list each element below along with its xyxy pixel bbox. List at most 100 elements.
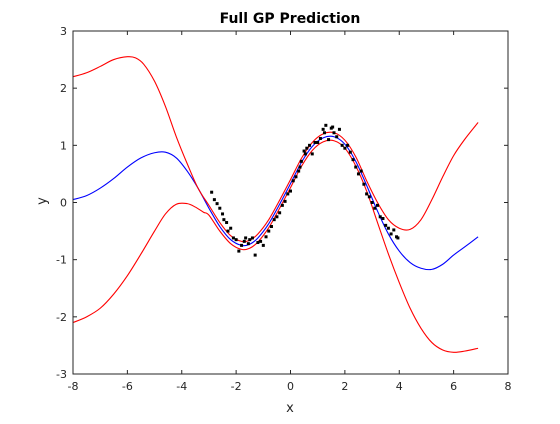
x-tick-label: 2 (341, 380, 348, 393)
data-point (378, 215, 382, 219)
data-point (303, 152, 307, 156)
data-point (242, 239, 246, 243)
data-point (354, 165, 358, 169)
y-tick-label: -1 (56, 254, 67, 267)
data-point (298, 165, 302, 169)
x-tick-label: 0 (287, 380, 294, 393)
series-line-upper-bound (72, 56, 479, 243)
data-point (237, 249, 241, 253)
chart-title: Full GP Prediction (220, 11, 361, 27)
data-point (215, 202, 219, 206)
data-point (396, 236, 400, 240)
y-tick-label: -2 (56, 311, 67, 324)
data-point (340, 143, 344, 147)
x-tick-label: 6 (450, 380, 457, 393)
data-point (226, 229, 230, 233)
data-point (351, 158, 355, 162)
x-tick-label: -2 (231, 380, 242, 393)
data-point (297, 169, 301, 173)
series-line-lower-bound (72, 139, 479, 353)
data-point (280, 203, 284, 207)
x-tick-label: -4 (176, 380, 187, 393)
y-axis-label: y (35, 197, 50, 205)
data-point (389, 232, 393, 236)
data-point (348, 150, 352, 154)
data-point (210, 190, 214, 194)
series-lines (72, 56, 479, 353)
data-point (278, 211, 282, 215)
data-point (302, 149, 306, 153)
data-point (373, 206, 377, 210)
data-point (308, 143, 312, 147)
x-axis-ticks: -8 -6 -4 -2 0 2 4 6 8 (68, 31, 512, 393)
x-tick-label: 4 (396, 380, 403, 393)
data-point (283, 199, 287, 203)
x-tick-label: -6 (122, 380, 133, 393)
data-point (269, 225, 273, 229)
data-point (362, 182, 366, 186)
data-point (322, 131, 326, 135)
data-point (212, 198, 216, 202)
plot-frame (72, 30, 509, 375)
data-point (289, 189, 292, 193)
data-point (335, 135, 339, 139)
data-point (359, 169, 363, 173)
data-point (294, 175, 298, 179)
data-point (346, 143, 350, 147)
data-point (370, 201, 374, 204)
y-tick-label: -3 (56, 368, 67, 381)
x-tick-label: 8 (505, 380, 512, 393)
data-point (275, 215, 279, 219)
data-point (310, 152, 314, 156)
data-point (313, 140, 317, 144)
data-point (272, 218, 276, 222)
data-point (343, 146, 347, 150)
data-point (234, 238, 238, 242)
data-point (225, 221, 229, 225)
data-point (356, 172, 360, 176)
data-point (286, 192, 290, 196)
y-tick-label: 2 (60, 82, 67, 95)
data-point (250, 236, 254, 240)
data-point (222, 218, 226, 222)
data-point (264, 235, 268, 239)
data-point (324, 123, 328, 127)
data-point (246, 242, 250, 246)
data-point (259, 239, 263, 243)
data-point (261, 243, 265, 247)
data-point (386, 226, 390, 230)
data-point (244, 236, 248, 240)
data-point (367, 195, 371, 199)
data-point (316, 140, 320, 144)
data-point (376, 203, 379, 207)
data-point (231, 236, 235, 240)
x-tick-label: -8 (68, 380, 79, 393)
data-point (384, 223, 388, 227)
data-point (305, 146, 309, 150)
data-point (253, 253, 257, 257)
data-point (221, 212, 225, 216)
data-point (291, 179, 295, 183)
data-point (318, 136, 322, 140)
data-point (392, 228, 396, 232)
data-point (218, 206, 222, 210)
y-tick-label: 3 (60, 25, 67, 38)
data-point (327, 138, 331, 142)
data-point (229, 226, 233, 230)
data-point (321, 127, 325, 131)
data-point (365, 192, 369, 196)
data-point (267, 229, 271, 233)
data-points (210, 123, 400, 257)
data-point (332, 131, 336, 135)
x-axis-label: x (286, 401, 294, 416)
y-tick-label: 1 (60, 139, 67, 152)
data-point (240, 243, 244, 247)
data-point (381, 217, 385, 221)
data-point (337, 127, 341, 131)
data-point (299, 159, 303, 163)
y-axis-ticks: -3 -2 -1 0 1 2 3 (56, 25, 508, 381)
series-line-mean (72, 135, 479, 271)
y-tick-label: 0 (60, 197, 67, 210)
